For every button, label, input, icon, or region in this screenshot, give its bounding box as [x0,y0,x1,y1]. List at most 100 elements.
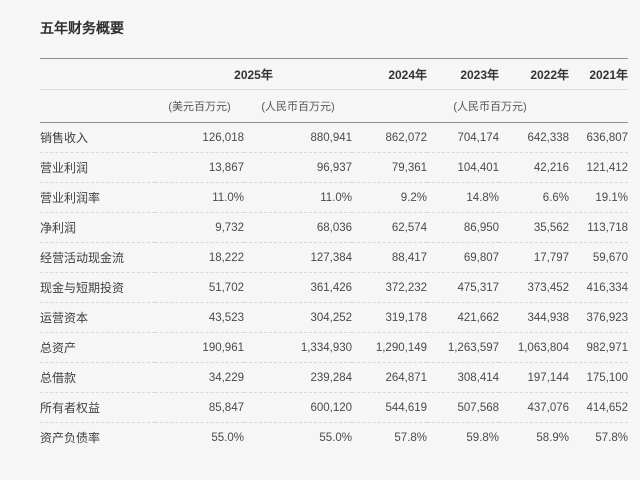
year-header-row: 2025年 2024年 2023年 2022年 2021年 [40,59,629,90]
cell-value: 1,263,597 [447,341,500,354]
row-label: 总借款 [40,371,77,385]
cell-value: 1,290,149 [375,341,428,354]
cell-value: 79,361 [391,161,428,174]
cell-value: 68,036 [316,221,353,234]
year-header-2024: 2024年 [388,67,428,82]
cell-value: 19.1% [595,191,629,204]
cell-value: 43,523 [208,311,244,324]
year-header-2025: 2025年 [234,67,273,82]
unit-header-rmb-millions: (人民币百万元) [453,101,527,113]
page-title: 五年财务概要 [40,20,124,36]
cell-value: 414,652 [586,401,629,414]
row-label: 营业利润 [40,161,89,175]
cell-value: 475,317 [457,281,500,294]
cell-value: 197,144 [527,371,570,384]
cell-value: 264,871 [385,371,428,384]
table-body: 销售收入 126,018 880,941 862,072 704,174 642… [40,123,629,453]
cell-value: 55.0% [211,431,244,444]
cell-value: 69,807 [463,251,500,264]
year-header-2021: 2021年 [589,67,629,82]
row-label: 总资产 [40,341,77,355]
cell-value: 18,222 [208,251,244,264]
cell-value: 51,702 [208,281,244,294]
table-row: 总资产 190,961 1,334,930 1,290,149 1,263,59… [40,333,629,363]
table-row: 总借款 34,229 239,284 264,871 308,414 197,1… [40,363,629,393]
cell-value: 239,284 [310,371,353,384]
table-row: 运营资本 43,523 304,252 319,178 421,662 344,… [40,303,629,333]
row-label: 运营资本 [40,311,89,325]
cell-value: 55.0% [319,431,353,444]
cell-value: 175,100 [586,371,629,384]
cell-value: 11.0% [212,191,244,204]
unit-spacer [40,90,155,123]
unit-header-row: (美元百万元) (人民币百万元) (人民币百万元) [40,90,629,123]
cell-value: 62,574 [391,221,428,234]
cell-value: 361,426 [310,281,353,294]
cell-value: 319,178 [385,311,428,324]
cell-value: 86,950 [463,221,500,234]
header-spacer [40,59,155,90]
cell-value: 308,414 [457,371,500,384]
cell-value: 373,452 [527,281,570,294]
row-label: 所有者权益 [40,401,101,415]
row-label: 净利润 [40,221,77,235]
table-row: 所有者权益 85,847 600,120 544,619 507,568 437… [40,393,629,423]
cell-value: 104,401 [457,161,500,174]
cell-value: 13,867 [208,161,244,174]
table-row: 经营活动现金流 18,222 127,384 88,417 69,807 17,… [40,243,629,273]
table-row: 资产负债率 55.0% 55.0% 57.8% 59.8% 58.9% 57.8… [40,423,628,453]
cell-value: 85,847 [208,401,244,414]
cell-value: 35,562 [533,221,570,234]
cell-value: 982,971 [586,341,629,354]
row-label: 现金与短期投资 [40,281,125,295]
cell-value: 376,923 [586,311,629,324]
cell-value: 544,619 [385,401,428,414]
cell-value: 59.8% [466,431,500,444]
row-label: 经营活动现金流 [40,251,125,265]
cell-value: 642,338 [527,131,570,144]
cell-value: 96,937 [316,161,353,174]
cell-value: 507,568 [457,401,500,414]
row-label: 资产负债率 [40,431,101,446]
cell-value: 11.0% [320,191,353,204]
cell-value: 57.8% [394,431,428,444]
cell-value: 1,063,804 [517,341,570,354]
cell-value: 9,732 [215,221,244,234]
cell-value: 862,072 [385,131,428,144]
table-row: 营业利润 13,867 96,937 79,361 104,401 42,216… [40,153,629,183]
cell-value: 372,232 [385,281,428,294]
cell-value: 57.8% [595,431,629,444]
cell-value: 17,797 [533,251,570,264]
cell-value: 1,334,930 [300,341,353,354]
cell-value: 42,216 [533,161,570,174]
cell-value: 6.6% [542,191,570,204]
cell-value: 304,252 [310,311,353,324]
cell-value: 437,076 [527,401,570,414]
cell-value: 421,662 [457,311,500,324]
cell-value: 121,412 [586,161,629,174]
table-row: 净利润 9,732 68,036 62,574 86,950 35,562 11… [40,213,629,243]
cell-value: 190,961 [202,341,244,354]
unit-header-usd-millions: (美元百万元) [168,101,231,113]
year-header-2023: 2023年 [460,67,500,82]
cell-value: 126,018 [202,131,244,144]
five-year-financial-summary-table: 2025年 2024年 2023年 2022年 2021年 (美元百万元) (人… [40,58,629,453]
table-row: 现金与短期投资 51,702 361,426 372,232 475,317 3… [40,273,629,303]
cell-value: 14.8% [466,191,500,204]
table-row: 营业利润率 11.0% 11.0% 9.2% 14.8% 6.6% 19.1% [40,183,629,213]
cell-value: 600,120 [310,401,353,414]
cell-value: 58.9% [536,431,570,444]
cell-value: 636,807 [586,131,629,144]
cell-value: 416,334 [586,281,629,294]
cell-value: 59,670 [592,251,629,264]
cell-value: 704,174 [457,131,500,144]
cell-value: 127,384 [310,251,353,264]
row-label: 营业利润率 [40,191,101,205]
cell-value: 9.2% [400,191,428,204]
cell-value: 344,938 [527,311,570,324]
row-label: 销售收入 [40,131,89,145]
year-header-2022: 2022年 [530,67,570,82]
cell-value: 34,229 [208,371,244,384]
cell-value: 88,417 [391,251,428,264]
cell-value: 113,718 [587,221,629,234]
